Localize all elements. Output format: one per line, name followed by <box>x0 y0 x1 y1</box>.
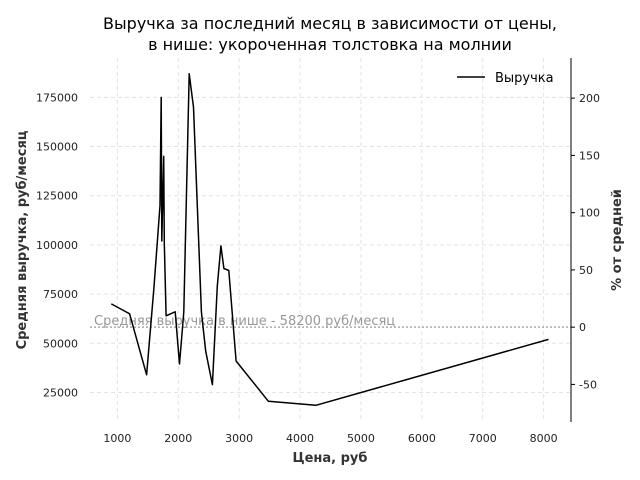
x-tick-label: 2000 <box>164 432 192 445</box>
legend-label-revenue: Выручка <box>495 71 554 86</box>
y-axis-label: Средняя выручка, руб/месяц <box>15 130 30 349</box>
y-tick-label-right: 200 <box>579 92 600 105</box>
y-tick-label: 25000 <box>43 386 78 399</box>
average-label: Средняя выручка в нише - 58200 руб/месяц <box>94 314 395 329</box>
series-group <box>110 72 549 407</box>
legend: Выручка <box>457 71 554 86</box>
y-tick-label-right: 100 <box>579 207 600 220</box>
chart-title: Выручка за последний месяц в зависимости… <box>103 14 557 33</box>
average-line-group: Средняя выручка в нише - 58200 руб/месяц <box>90 314 571 329</box>
y-tick-label-right: -50 <box>579 378 597 391</box>
x-tick-label: 4000 <box>286 432 314 445</box>
y-tick-label-right: 50 <box>579 264 593 277</box>
y-tick-label-right: 0 <box>579 321 586 334</box>
x-tick-label: 3000 <box>225 432 253 445</box>
y-ticks: 25000 50000 75000 100000 125000 150000 175000 <box>36 91 78 399</box>
x-tick-label: 7000 <box>469 432 497 445</box>
grid-lines <box>90 58 571 422</box>
y-tick-label: 100000 <box>36 239 78 252</box>
y-tick-label: 175000 <box>36 91 78 104</box>
y-axis-label-right: % от средней <box>610 189 625 291</box>
y-tick-label: 125000 <box>36 190 78 203</box>
x-axis-label: Цена, руб <box>293 451 368 466</box>
x-tick-label: 5000 <box>347 432 375 445</box>
y-tick-label: 50000 <box>43 337 78 350</box>
y-tick-label-right: 150 <box>579 149 600 162</box>
y-tick-label: 75000 <box>43 288 78 301</box>
y-tick-label: 150000 <box>36 141 78 154</box>
x-ticks: 1000 2000 3000 4000 5000 6000 7000 8000 <box>103 432 557 445</box>
x-tick-label: 1000 <box>103 432 131 445</box>
series-line-revenue <box>110 72 549 407</box>
x-tick-label: 6000 <box>408 432 436 445</box>
chart-subtitle: в нише: укороченная толстовка на молнии <box>148 35 512 54</box>
y-ticks-right: -50 0 50 100 150 200 <box>571 92 600 391</box>
x-tick-label: 8000 <box>530 432 558 445</box>
